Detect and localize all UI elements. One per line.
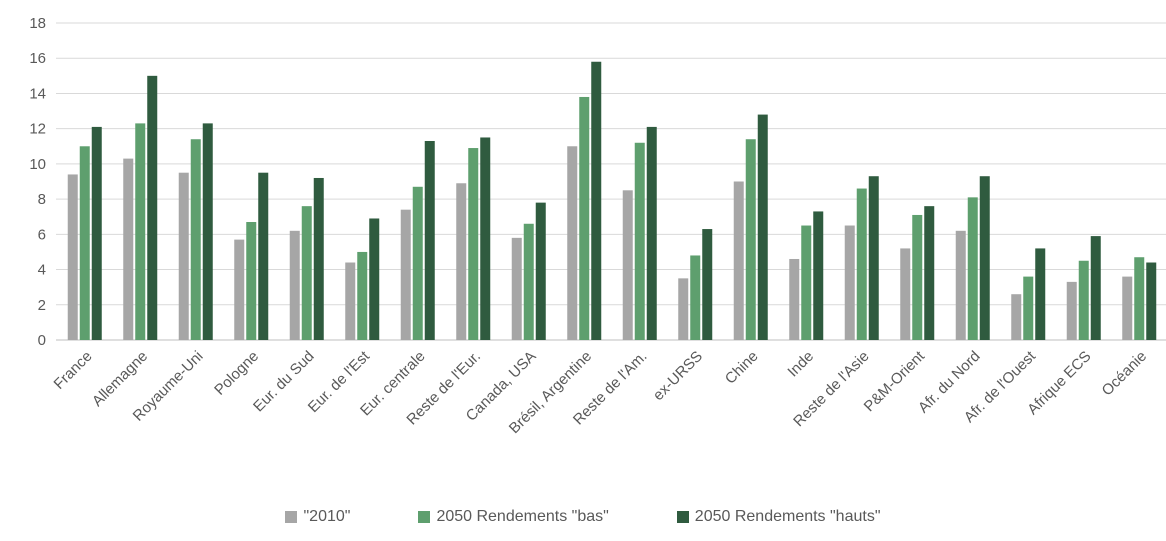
- bar-2010: [234, 239, 245, 340]
- y-tick-label: 4: [38, 262, 46, 279]
- bar-2010: [1011, 294, 1022, 340]
- bar-2010: [511, 237, 522, 340]
- bar-2050-bas: [357, 251, 368, 340]
- x-tick-label: France: [51, 348, 96, 393]
- bar-2010: [1066, 281, 1077, 340]
- bar-2050-bas: [801, 225, 812, 340]
- bar-2050-bas: [1023, 276, 1034, 340]
- legend-swatch: [418, 511, 431, 523]
- legend-label: "2010": [303, 508, 351, 525]
- bar-2050-hauts: [1146, 262, 1157, 340]
- bar-2010: [844, 225, 855, 340]
- bar-2050-hauts: [424, 140, 435, 340]
- bar-2050-bas: [690, 255, 701, 340]
- bar-2050-bas: [79, 146, 90, 340]
- bar-2010: [567, 146, 578, 340]
- bar-2010: [123, 158, 134, 340]
- bar-2050-bas: [579, 96, 590, 340]
- bar-2050-bas: [523, 223, 534, 340]
- bar-2050-hauts: [1090, 236, 1101, 340]
- y-axis-tick-labels: 0 2 4 6 8 10 12 14 16 18: [29, 15, 46, 349]
- legend: "2010" 2050 Rendements "bas" 2050 Rendemen…: [0, 508, 1166, 526]
- bar-2050-bas: [1134, 257, 1145, 340]
- bar-2010: [456, 183, 467, 340]
- bar-2050-hauts: [757, 114, 768, 340]
- bar-2050-hauts: [535, 202, 546, 340]
- bars: [67, 61, 1157, 341]
- bar-2010: [400, 209, 411, 340]
- bar-2050-bas: [301, 206, 312, 340]
- x-tick-label: Inde: [784, 348, 817, 381]
- bar-2010: [289, 230, 300, 340]
- bar-2050-hauts: [1035, 248, 1046, 340]
- y-tick-label: 14: [29, 85, 46, 102]
- x-tick-label: ex-URSS: [650, 348, 706, 404]
- bar-2050-hauts: [591, 61, 602, 340]
- bar-2010: [900, 248, 911, 340]
- bar-2050-hauts: [813, 211, 824, 340]
- bar-2050-bas: [135, 123, 146, 340]
- x-tick-label: Chine: [722, 348, 762, 388]
- bar-2050-hauts: [646, 126, 657, 341]
- bar-2050-hauts: [313, 177, 324, 340]
- bar-2050-bas: [1078, 260, 1089, 340]
- legend-item: 2050 Rendements "bas": [418, 508, 609, 526]
- bar-2050-hauts: [202, 123, 213, 340]
- bar-2050-hauts: [480, 137, 491, 340]
- legend-label: 2050 Rendements "bas": [436, 508, 609, 525]
- bar-2050-bas: [190, 139, 201, 340]
- bar-2010: [955, 230, 966, 340]
- y-tick-label: 12: [29, 121, 46, 138]
- bar-2050-bas: [246, 222, 257, 340]
- bar-2010: [622, 190, 633, 340]
- bar-2050-bas: [745, 139, 756, 340]
- bar-2050-bas: [468, 148, 479, 340]
- legend-item: 2050 Rendements "hauts": [676, 508, 881, 526]
- y-tick-label: 2: [38, 297, 46, 314]
- bar-2010: [67, 174, 78, 340]
- y-tick-label: 6: [38, 226, 46, 243]
- bar-2050-hauts: [702, 229, 713, 340]
- y-tick-label: 10: [29, 156, 46, 173]
- bar-2050-bas: [856, 188, 867, 340]
- legend-label: 2050 Rendements "hauts": [694, 508, 881, 525]
- legend-swatch: [676, 511, 689, 523]
- bar-2010: [733, 181, 744, 340]
- bar-2050-bas: [912, 214, 923, 340]
- y-tick-label: 16: [29, 50, 46, 67]
- bar-2050-hauts: [147, 75, 158, 340]
- y-tick-label: 18: [29, 15, 46, 32]
- bar-2050-hauts: [91, 126, 102, 341]
- bar-2010: [678, 278, 689, 340]
- bar-2050-hauts: [924, 206, 935, 340]
- bar-2050-bas: [412, 186, 423, 340]
- x-tick-label: Pologne: [211, 348, 262, 399]
- legend-swatch: [285, 511, 298, 523]
- y-tick-label: 8: [38, 191, 46, 208]
- y-tick-label: 0: [38, 332, 46, 349]
- bar-2050-hauts: [979, 176, 990, 340]
- bar-2010: [178, 172, 189, 340]
- bar-2050-hauts: [868, 176, 879, 340]
- bar-2010: [1122, 276, 1133, 340]
- legend-item: "2010": [285, 508, 350, 526]
- bar-2050-bas: [634, 142, 645, 340]
- bar-2050-hauts: [369, 218, 380, 340]
- bar-chart-plot: 0 2 4 6 8 10 12 14 16 18 FranceAllemagneRoyaume-U…: [29, 15, 1166, 437]
- bar-2050-hauts: [258, 172, 269, 340]
- bar-2050-bas: [967, 197, 978, 340]
- gridlines: [56, 22, 1166, 341]
- bar-2010: [789, 258, 800, 340]
- bar-2010: [345, 262, 356, 340]
- x-tick-label: Océanie: [1099, 348, 1151, 400]
